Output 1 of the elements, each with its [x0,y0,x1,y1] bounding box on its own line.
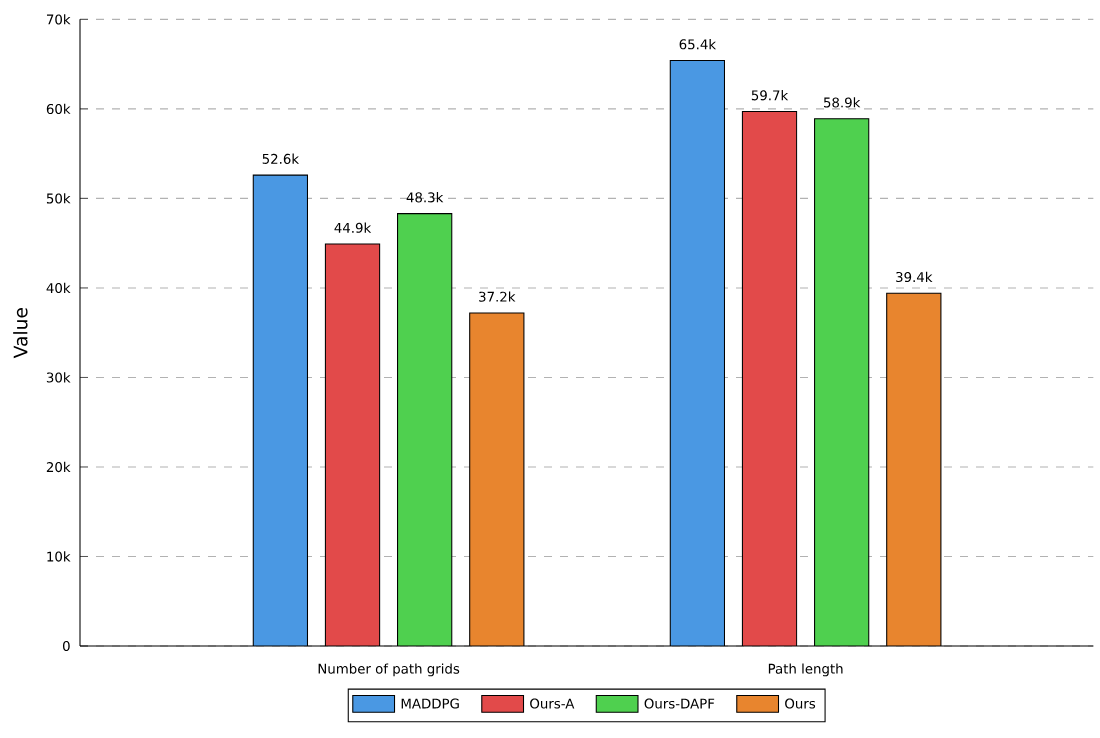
y-axis-title: Value [13,308,28,359]
